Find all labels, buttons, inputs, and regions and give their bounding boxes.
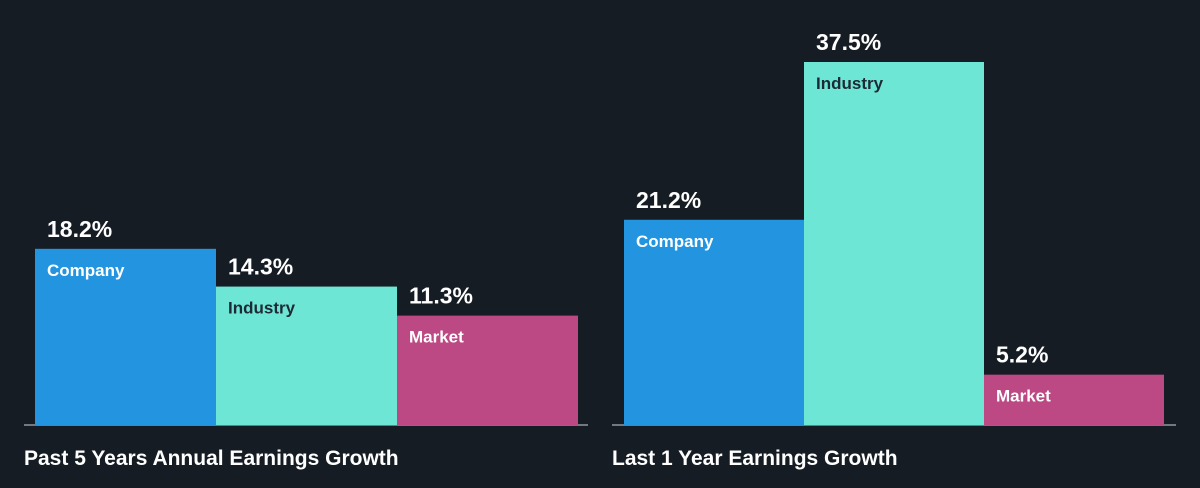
bar-label-market: Market [409, 328, 464, 347]
bars: 18.2% Company 14.3% Industry 11.3% Market [35, 216, 578, 425]
last-1-year-chart: 21.2% Company 37.5% Industry 5.2% Market Last… [612, 29, 1176, 470]
chart-title: Past 5 Years Annual Earnings Growth [24, 447, 399, 470]
value-label-company: 18.2% [47, 216, 112, 242]
bars: 21.2% Company 37.5% Industry 5.2% Market [624, 29, 1164, 425]
bar-market [397, 315, 578, 425]
value-label-market: 5.2% [996, 342, 1048, 368]
value-label-industry: 14.3% [228, 254, 293, 280]
value-label-market: 11.3% [409, 283, 473, 309]
bar-company [624, 219, 804, 425]
bar-label-company: Company [47, 261, 125, 280]
value-label-company: 21.2% [636, 187, 701, 213]
past-5-years-chart: 18.2% Company 14.3% Industry 11.3% Market Pas… [24, 216, 588, 470]
bar-industry [804, 62, 984, 425]
bar-market [984, 374, 1164, 425]
bar-label-industry: Industry [228, 299, 296, 318]
chart-title: Last 1 Year Earnings Growth [612, 447, 898, 470]
bar-label-industry: Industry [816, 74, 884, 93]
bar-industry [216, 286, 397, 425]
bar-label-company: Company [636, 232, 714, 251]
value-label-industry: 37.5% [816, 29, 881, 55]
bar-label-market: Market [996, 387, 1051, 406]
bar-company [35, 248, 216, 425]
